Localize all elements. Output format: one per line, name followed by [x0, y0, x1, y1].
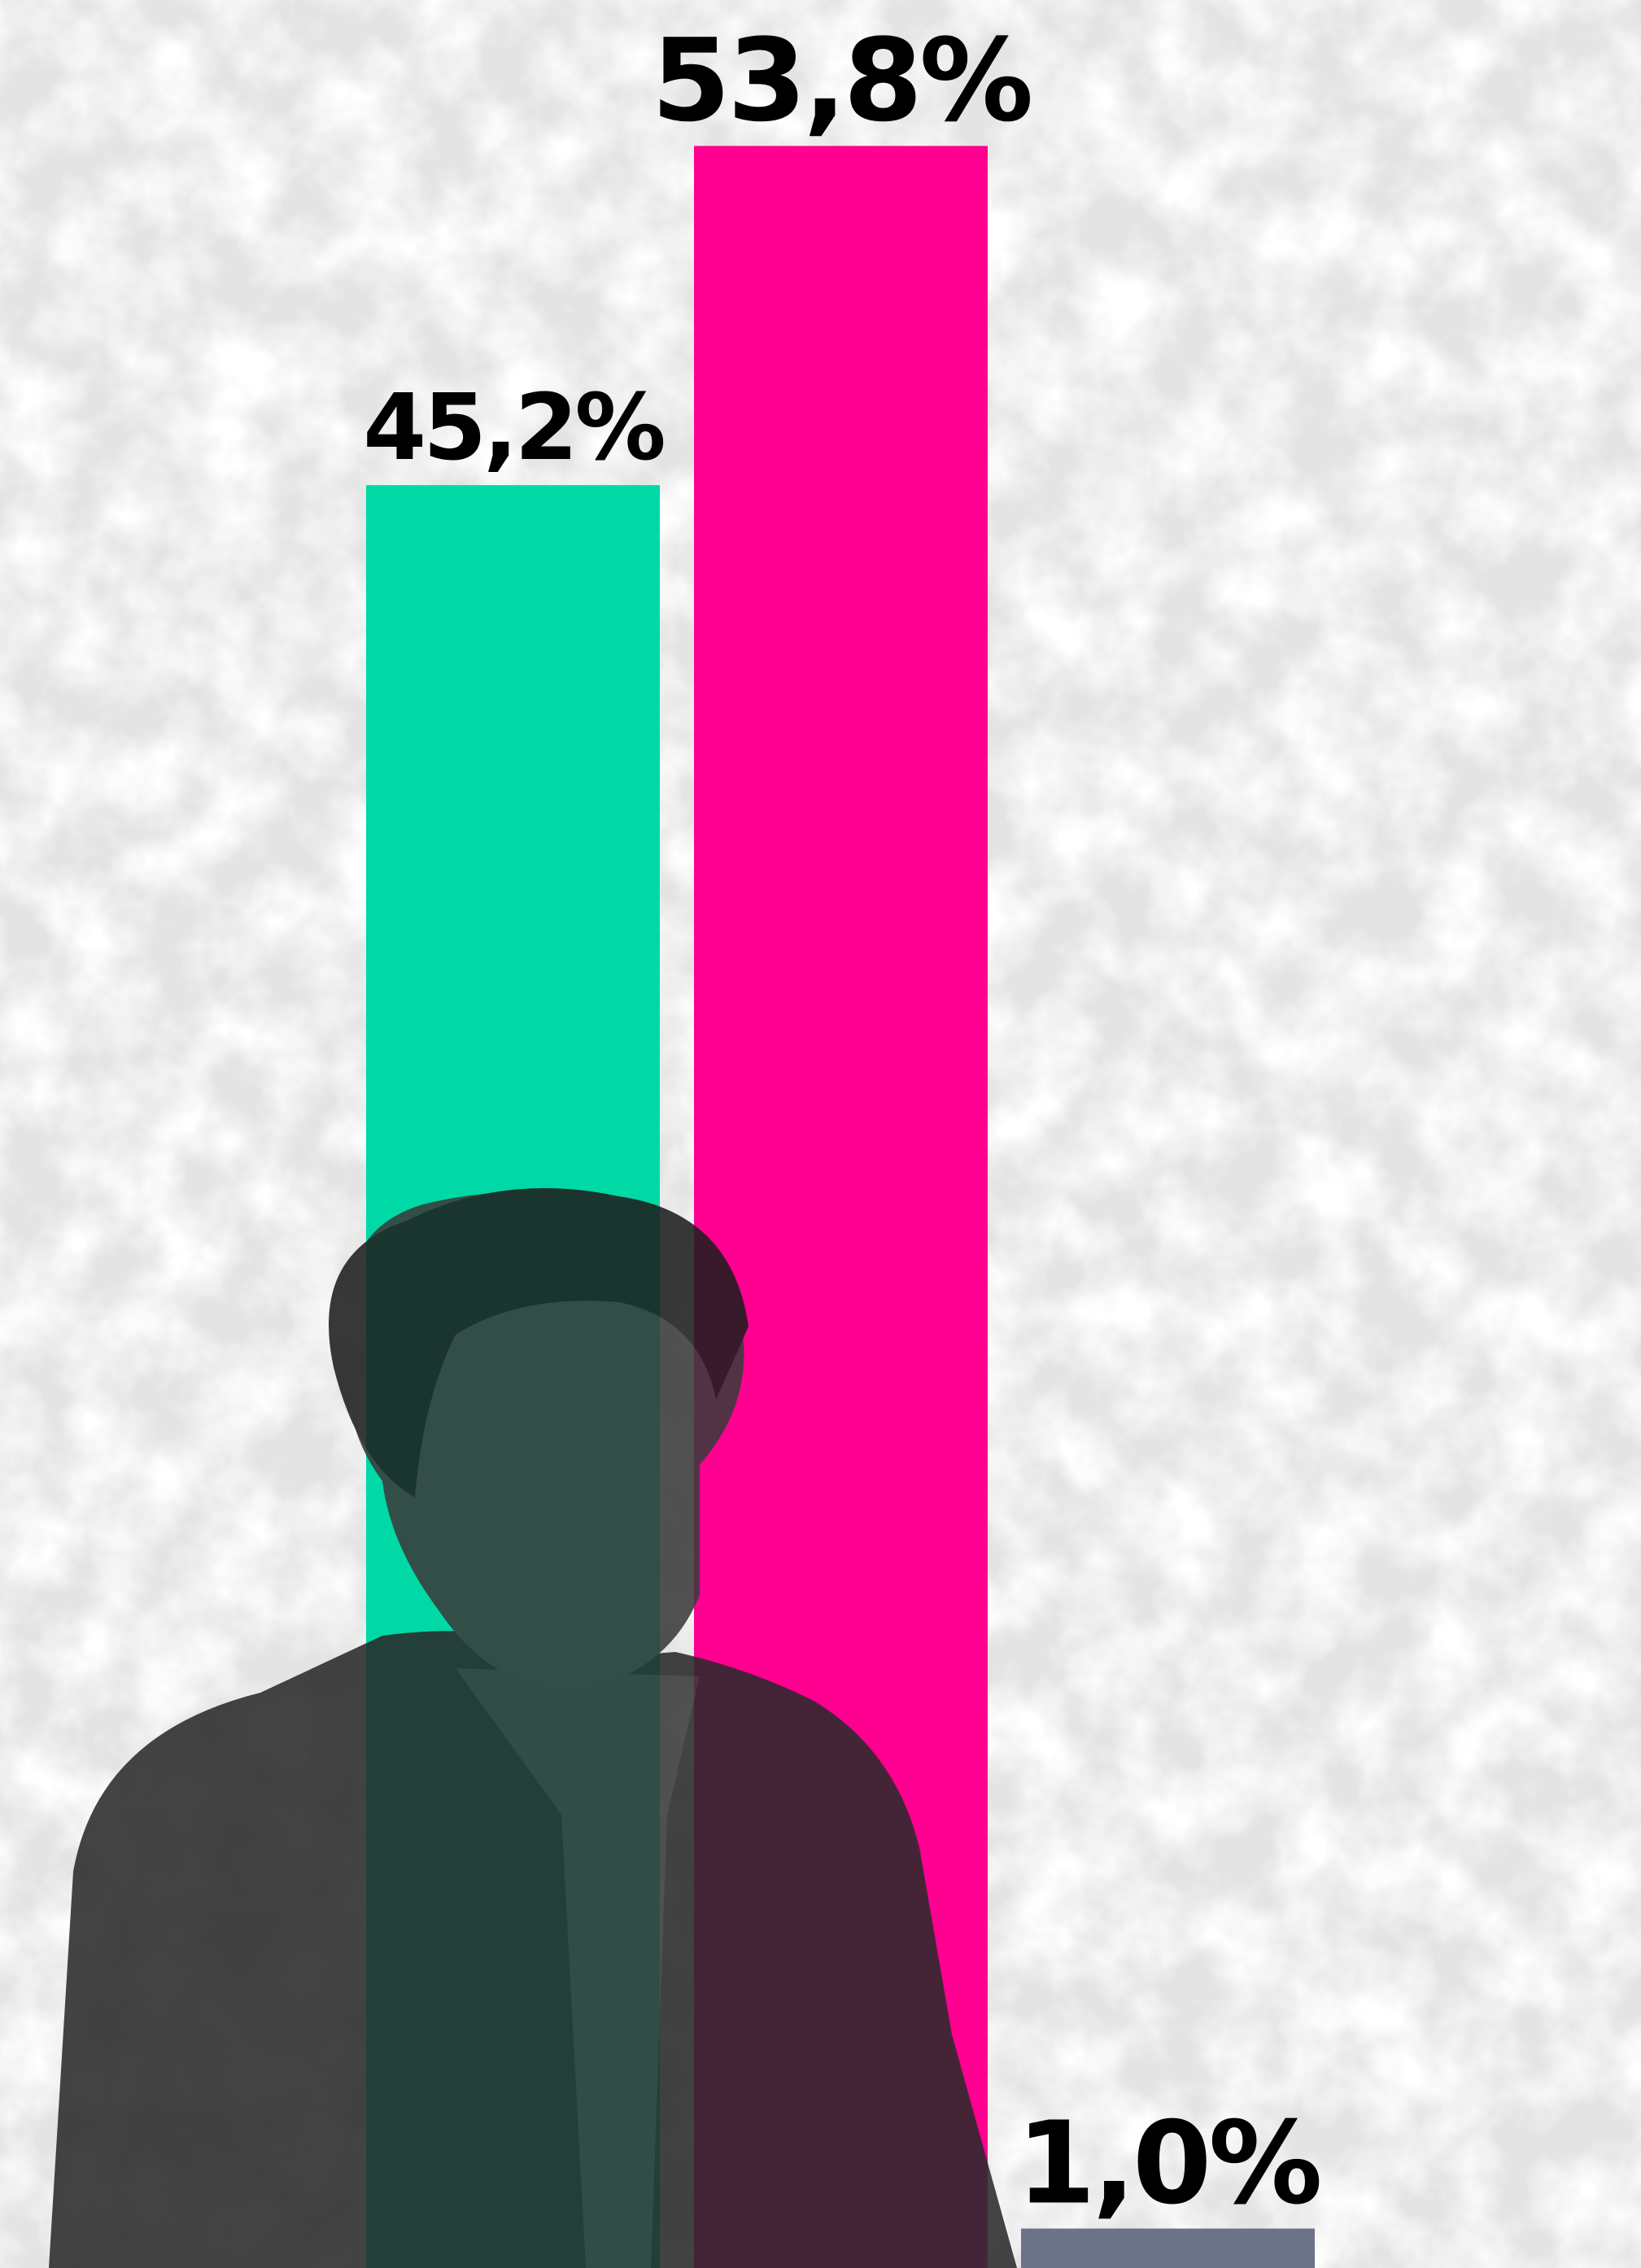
portrait-body [49, 1631, 1017, 2268]
value-label: 45,2% [363, 375, 663, 481]
portrait [49, 1188, 1017, 2268]
value-label: 53,8% [652, 15, 1031, 147]
bar [1021, 2228, 1315, 2268]
value-label: 1,0% [1016, 2098, 1319, 2231]
portrait-hair [329, 1188, 748, 1497]
portrait-shirt [456, 1668, 700, 2268]
